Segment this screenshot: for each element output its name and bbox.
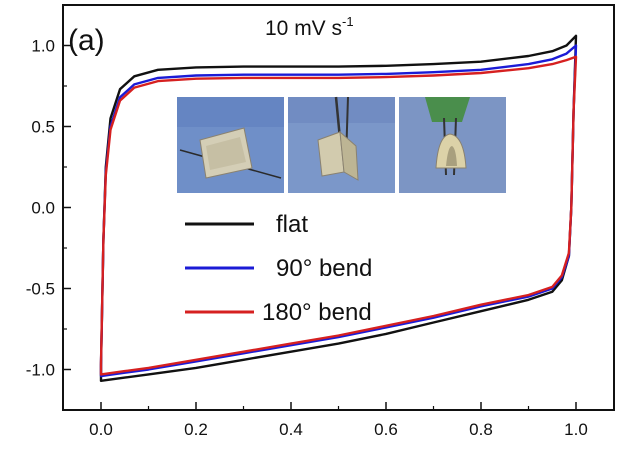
photo-flat [177,97,284,193]
photo-180-bend [399,97,506,193]
x-tick-label: 0.8 [469,420,493,439]
legend: flat 90° bend 180° bend [185,211,372,326]
x-tick-label: 1.0 [564,420,588,439]
series-line-2 [99,55,578,376]
series-line-0 [99,34,578,382]
panel-label: (a) [68,24,105,57]
x-axis: 0.0 0.2 0.4 0.6 0.8 1.0 [89,402,588,439]
series-line-1 [99,44,578,378]
legend-label-180-bend: 180° bend [262,299,372,326]
y-tick-label: -0.5 [26,280,55,299]
scan-rate-exponent: -1 [342,14,354,29]
scan-rate-label: 10 mV s-1 [265,14,354,40]
y-tick-label: -1.0 [26,361,55,380]
series-layer [99,34,578,382]
legend-label-flat: flat [276,211,308,238]
inset-photos [177,96,506,193]
y-tick-label: 0.5 [31,118,55,137]
x-tick-label: 0.4 [279,420,303,439]
x-tick-label: 0.6 [374,420,398,439]
x-tick-label: 0.2 [184,420,208,439]
x-tick-label: 0.0 [89,420,113,439]
photo-90-bend [288,96,395,193]
legend-label-90-bend: 90° bend [276,255,372,282]
scan-rate-value: 10 mV s [265,17,342,40]
y-tick-label: 0.0 [31,199,55,218]
y-axis: 1.0 0.5 0.0 -0.5 -1.0 [26,37,71,380]
y-tick-label: 1.0 [31,37,55,56]
